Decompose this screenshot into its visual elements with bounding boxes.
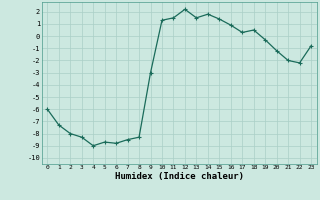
X-axis label: Humidex (Indice chaleur): Humidex (Indice chaleur) bbox=[115, 172, 244, 181]
